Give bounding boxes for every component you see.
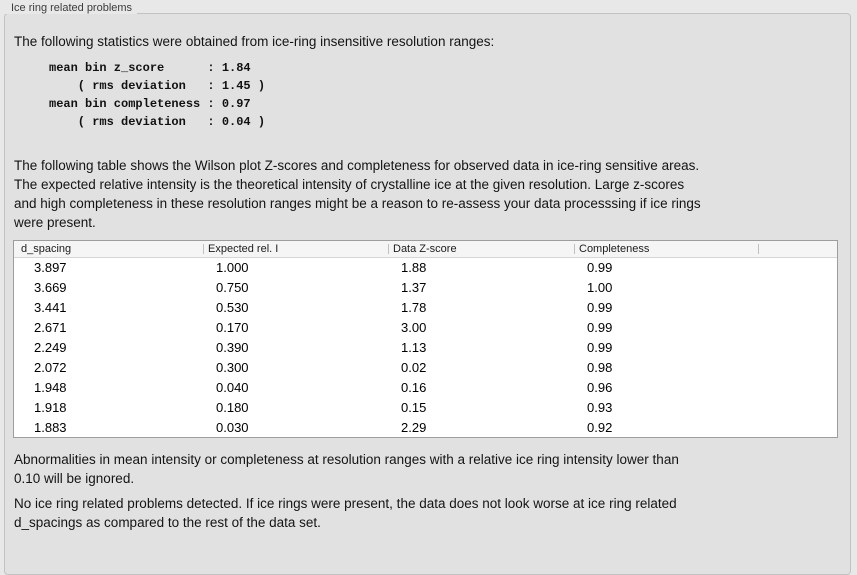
column-header-empty[interactable] [758, 241, 837, 257]
ignore-note-paragraph: Abnormalities in mean intensity or compl… [14, 450, 679, 488]
table-cell: 1.13 [401, 340, 427, 355]
conclusion-paragraph: No ice ring related problems detected. I… [14, 494, 677, 532]
table-cell-empty [758, 398, 837, 418]
table-cell: 3.669 [34, 280, 67, 295]
table-cell-empty [758, 358, 837, 378]
table-cell: 0.300 [216, 360, 249, 375]
table-cell: 3.897 [34, 260, 67, 275]
column-header-d-spacing[interactable]: d_spacing [21, 243, 72, 255]
table-cell: 0.99 [587, 340, 613, 355]
table-cell: 0.16 [401, 380, 427, 395]
table-description: The following table shows the Wilson plo… [14, 156, 701, 232]
table-cell: 1.00 [587, 280, 613, 295]
stat-line-completeness-rms: ( rms deviation : 0.04 ) [49, 115, 266, 129]
table-cell: 1.78 [401, 300, 427, 315]
ignore-note-line: Abnormalities in mean intensity or compl… [14, 452, 679, 467]
stats-block: mean bin z_score : 1.84 ( rms deviation … [49, 59, 265, 131]
table-header-row: d_spacing Expected rel. I Data Z-score Comp… [14, 241, 837, 258]
table-cell: 1.88 [401, 260, 427, 275]
ignore-note-line: 0.10 will be ignored. [14, 471, 135, 486]
table-cell: 0.030 [216, 420, 249, 435]
table-cell-empty [758, 278, 837, 298]
table-cell: 1.883 [34, 420, 67, 435]
column-header-expected-rel-i[interactable]: Expected rel. I [203, 241, 388, 257]
table-cell: 0.040 [216, 380, 249, 395]
table-cell: 0.92 [587, 420, 613, 435]
table-cell: 0.170 [216, 320, 249, 335]
intro-paragraph: The following statistics were obtained f… [14, 32, 494, 51]
table-cell: 3.441 [34, 300, 67, 315]
table-body: 3.897 1.000 1.88 0.99 3.669 0.750 1.37 1.00 3.44… [14, 258, 837, 437]
table-cell: 0.530 [216, 300, 249, 315]
column-header-data-z-score[interactable]: Data Z-score [388, 241, 574, 257]
table-cell: 0.02 [401, 360, 427, 375]
table-cell: 2.249 [34, 340, 67, 355]
table-row[interactable]: 1.918 0.180 0.15 0.93 [14, 398, 837, 418]
table-row[interactable]: 2.249 0.390 1.13 0.99 [14, 338, 837, 358]
table-cell: 1.918 [34, 400, 67, 415]
table-cell: 0.180 [216, 400, 249, 415]
table-cell: 0.93 [587, 400, 613, 415]
intro-line: The following statistics were obtained f… [14, 34, 495, 49]
table-cell-empty [758, 338, 837, 358]
table-cell: 0.750 [216, 280, 249, 295]
conclusion-line: No ice ring related problems detected. I… [14, 496, 677, 511]
table-cell: 0.390 [216, 340, 249, 355]
column-header-completeness[interactable]: Completeness [574, 241, 758, 257]
table-cell: 0.99 [587, 300, 613, 315]
table-cell: 0.96 [587, 380, 613, 395]
table-cell: 1.948 [34, 380, 67, 395]
table-cell: 0.98 [587, 360, 613, 375]
table-cell: 1.000 [216, 260, 249, 275]
table-cell-empty [758, 258, 837, 278]
table-cell-empty [758, 298, 837, 318]
table-cell: 0.99 [587, 320, 613, 335]
table-row[interactable]: 2.072 0.300 0.02 0.98 [14, 358, 837, 378]
table-cell: 0.15 [401, 400, 427, 415]
table-row[interactable]: 1.883 0.030 2.29 0.92 [14, 418, 837, 437]
table-row[interactable]: 3.897 1.000 1.88 0.99 [14, 258, 837, 278]
table-row[interactable]: 3.441 0.530 1.78 0.99 [14, 298, 837, 318]
table-cell: 2.671 [34, 320, 67, 335]
table-description-line: The expected relative intensity is the t… [14, 177, 685, 192]
table-description-line: The following table shows the Wilson plo… [14, 158, 700, 173]
table-cell-empty [758, 318, 837, 338]
table-cell: 0.99 [587, 260, 613, 275]
table-cell: 2.072 [34, 360, 67, 375]
conclusion-line: d_spacings as compared to the rest of th… [14, 515, 321, 530]
ice-ring-table[interactable]: d_spacing Expected rel. I Data Z-score Comp… [13, 240, 838, 438]
stat-line-completeness: mean bin completeness : 0.97 [49, 97, 251, 111]
table-description-line: and high completeness in these resolutio… [14, 196, 701, 211]
table-cell-empty [758, 418, 837, 437]
table-row[interactable]: 2.671 0.170 3.00 0.99 [14, 318, 837, 338]
stat-line-zscore: mean bin z_score : 1.84 [49, 61, 251, 75]
table-row[interactable]: 3.669 0.750 1.37 1.00 [14, 278, 837, 298]
table-row[interactable]: 1.948 0.040 0.16 0.96 [14, 378, 837, 398]
stat-line-zscore-rms: ( rms deviation : 1.45 ) [49, 79, 266, 93]
table-cell: 1.37 [401, 280, 427, 295]
table-cell: 2.29 [401, 420, 427, 435]
table-cell-empty [758, 378, 837, 398]
groupbox-title: Ice ring related problems [6, 2, 138, 14]
table-cell: 3.00 [401, 320, 427, 335]
table-description-line: were present. [14, 215, 96, 230]
